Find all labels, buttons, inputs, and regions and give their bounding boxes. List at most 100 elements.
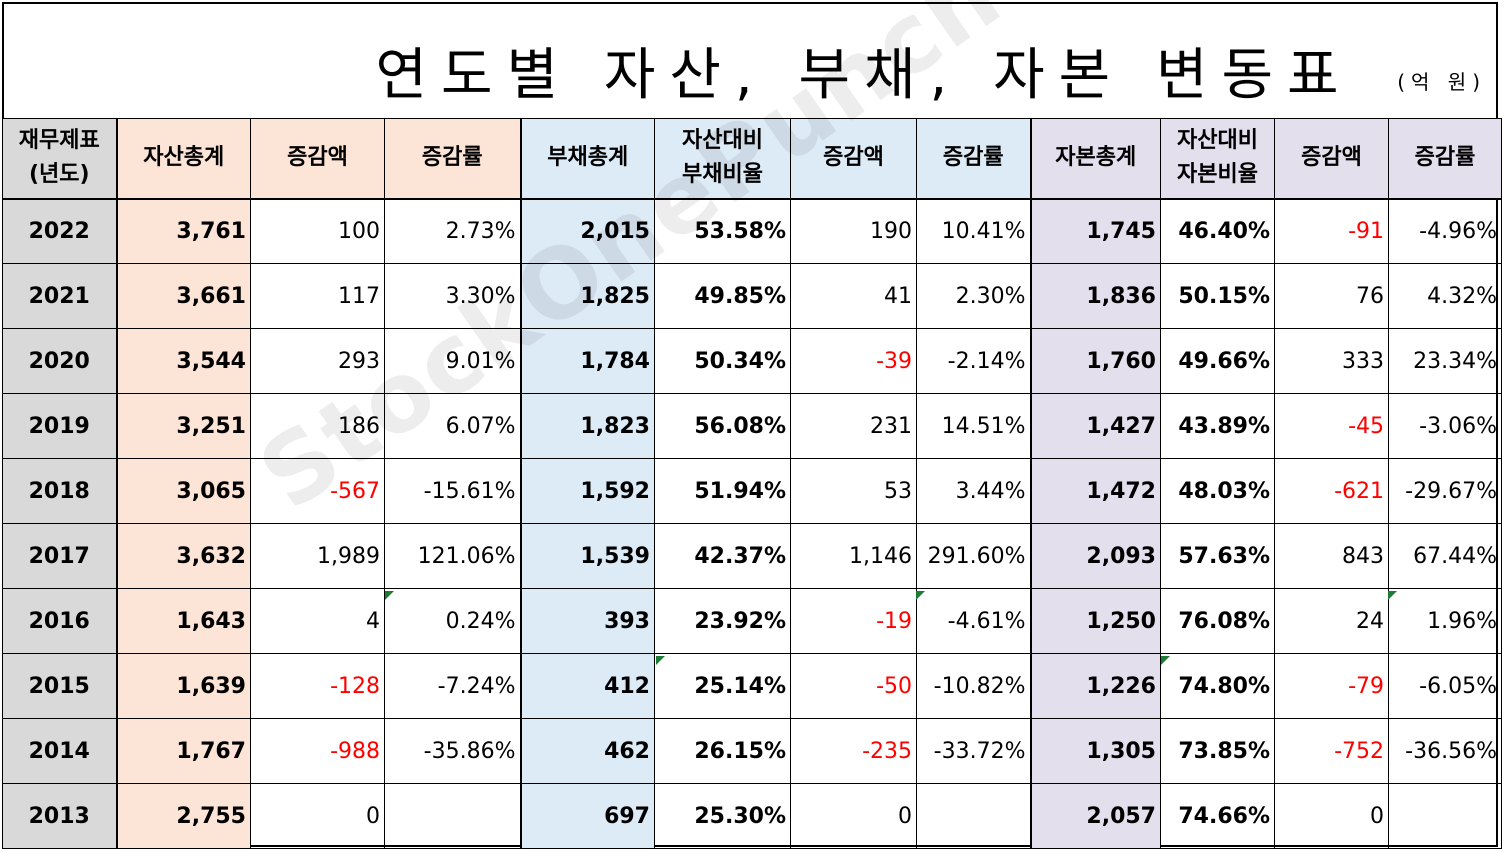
table-cell[interactable]: 57.63% xyxy=(1160,523,1275,589)
table-cell[interactable]: 1,305 xyxy=(1030,718,1161,784)
table-cell[interactable]: 333 xyxy=(1274,328,1389,394)
table-cell[interactable]: 1,592 xyxy=(520,458,655,524)
table-cell[interactable]: 50.34% xyxy=(654,328,791,394)
table-cell[interactable]: 462 xyxy=(520,718,655,784)
table-cell[interactable]: 412 xyxy=(520,653,655,719)
table-cell[interactable]: 24 xyxy=(1274,588,1389,654)
table-cell[interactable] xyxy=(384,783,522,849)
table-cell[interactable]: 1,784 xyxy=(520,328,655,394)
table-cell[interactable]: 0 xyxy=(790,783,917,849)
table-cell[interactable]: 697 xyxy=(520,783,655,849)
table-cell[interactable]: -33.72% xyxy=(916,718,1032,784)
table-cell[interactable]: 48.03% xyxy=(1160,458,1275,524)
table-cell[interactable]: 43.89% xyxy=(1160,393,1275,459)
table-cell[interactable]: -79 xyxy=(1274,653,1389,719)
table-cell[interactable]: 10.41% xyxy=(916,198,1032,264)
table-cell[interactable]: -235 xyxy=(790,718,917,784)
table-cell[interactable]: 186 xyxy=(250,393,385,459)
table-cell[interactable]: 1,825 xyxy=(520,263,655,329)
table-cell[interactable]: 3,065 xyxy=(116,458,251,524)
year-cell[interactable]: 2021 xyxy=(2,263,118,329)
table-cell[interactable]: 2,015 xyxy=(520,198,655,264)
table-cell[interactable]: -4.96% xyxy=(1388,198,1502,264)
table-cell[interactable]: 4.32% xyxy=(1388,263,1502,329)
table-cell[interactable]: 1,539 xyxy=(520,523,655,589)
table-cell[interactable]: 1,760 xyxy=(1030,328,1161,394)
table-cell[interactable]: 25.30% xyxy=(654,783,791,849)
year-cell[interactable]: 2016 xyxy=(2,588,118,654)
table-cell[interactable]: -36.56% xyxy=(1388,718,1502,784)
table-cell[interactable]: 53 xyxy=(790,458,917,524)
table-cell[interactable]: 2.30% xyxy=(916,263,1032,329)
table-cell[interactable]: -2.14% xyxy=(916,328,1032,394)
table-cell[interactable]: -15.61% xyxy=(384,458,522,524)
table-cell[interactable]: 14.51% xyxy=(916,393,1032,459)
table-cell[interactable]: -19 xyxy=(790,588,917,654)
table-cell[interactable]: 1,472 xyxy=(1030,458,1161,524)
table-cell[interactable]: 42.37% xyxy=(654,523,791,589)
table-cell[interactable]: 46.40% xyxy=(1160,198,1275,264)
table-cell[interactable]: 67.44% xyxy=(1388,523,1502,589)
table-cell[interactable]: -621 xyxy=(1274,458,1389,524)
table-cell[interactable]: -988 xyxy=(250,718,385,784)
table-cell[interactable]: 1,226 xyxy=(1030,653,1161,719)
table-cell[interactable]: -45 xyxy=(1274,393,1389,459)
table-cell[interactable]: 56.08% xyxy=(654,393,791,459)
table-cell[interactable]: 3,544 xyxy=(116,328,251,394)
table-cell[interactable]: 25.14% xyxy=(654,653,791,719)
table-cell[interactable]: 53.58% xyxy=(654,198,791,264)
table-cell[interactable]: 3,251 xyxy=(116,393,251,459)
table-cell[interactable]: -4.61% xyxy=(916,588,1032,654)
table-cell[interactable]: 3,661 xyxy=(116,263,251,329)
table-cell[interactable]: 49.85% xyxy=(654,263,791,329)
table-cell[interactable]: -752 xyxy=(1274,718,1389,784)
table-cell[interactable]: 3.44% xyxy=(916,458,1032,524)
table-cell[interactable]: 1,250 xyxy=(1030,588,1161,654)
table-cell[interactable]: -7.24% xyxy=(384,653,522,719)
table-cell[interactable]: 0 xyxy=(250,783,385,849)
table-cell[interactable]: -50 xyxy=(790,653,917,719)
table-cell[interactable] xyxy=(1388,783,1502,849)
table-cell[interactable]: 1,836 xyxy=(1030,263,1161,329)
year-cell[interactable]: 2020 xyxy=(2,328,118,394)
year-cell[interactable]: 2014 xyxy=(2,718,118,784)
table-cell[interactable]: -29.67% xyxy=(1388,458,1502,524)
year-cell[interactable]: 2018 xyxy=(2,458,118,524)
table-cell[interactable]: 1,427 xyxy=(1030,393,1161,459)
table-cell[interactable]: 3.30% xyxy=(384,263,522,329)
table-cell[interactable]: 2,057 xyxy=(1030,783,1161,849)
table-cell[interactable]: 23.92% xyxy=(654,588,791,654)
table-cell[interactable]: 121.06% xyxy=(384,523,522,589)
table-cell[interactable]: 26.15% xyxy=(654,718,791,784)
table-cell[interactable]: 9.01% xyxy=(384,328,522,394)
year-cell[interactable]: 2015 xyxy=(2,653,118,719)
table-cell[interactable]: 1,745 xyxy=(1030,198,1161,264)
table-cell[interactable]: 291.60% xyxy=(916,523,1032,589)
year-cell[interactable]: 2019 xyxy=(2,393,118,459)
table-cell[interactable]: 393 xyxy=(520,588,655,654)
table-cell[interactable]: 843 xyxy=(1274,523,1389,589)
table-cell[interactable]: 1,823 xyxy=(520,393,655,459)
table-cell[interactable] xyxy=(916,783,1032,849)
table-cell[interactable]: 50.15% xyxy=(1160,263,1275,329)
table-cell[interactable]: 76.08% xyxy=(1160,588,1275,654)
table-cell[interactable]: 117 xyxy=(250,263,385,329)
table-cell[interactable]: 1,643 xyxy=(116,588,251,654)
table-cell[interactable]: -39 xyxy=(790,328,917,394)
table-cell[interactable]: -10.82% xyxy=(916,653,1032,719)
table-cell[interactable]: 100 xyxy=(250,198,385,264)
table-cell[interactable]: 2,093 xyxy=(1030,523,1161,589)
table-cell[interactable]: -567 xyxy=(250,458,385,524)
table-cell[interactable]: 1,989 xyxy=(250,523,385,589)
table-cell[interactable]: -128 xyxy=(250,653,385,719)
table-cell[interactable]: 231 xyxy=(790,393,917,459)
table-cell[interactable]: 1.96% xyxy=(1388,588,1502,654)
table-cell[interactable]: 73.85% xyxy=(1160,718,1275,784)
table-cell[interactable]: 0.24% xyxy=(384,588,522,654)
table-cell[interactable]: 41 xyxy=(790,263,917,329)
table-cell[interactable]: -6.05% xyxy=(1388,653,1502,719)
table-cell[interactable]: 2,755 xyxy=(116,783,251,849)
table-cell[interactable]: 2.73% xyxy=(384,198,522,264)
table-cell[interactable]: 0 xyxy=(1274,783,1389,849)
table-cell[interactable]: -3.06% xyxy=(1388,393,1502,459)
